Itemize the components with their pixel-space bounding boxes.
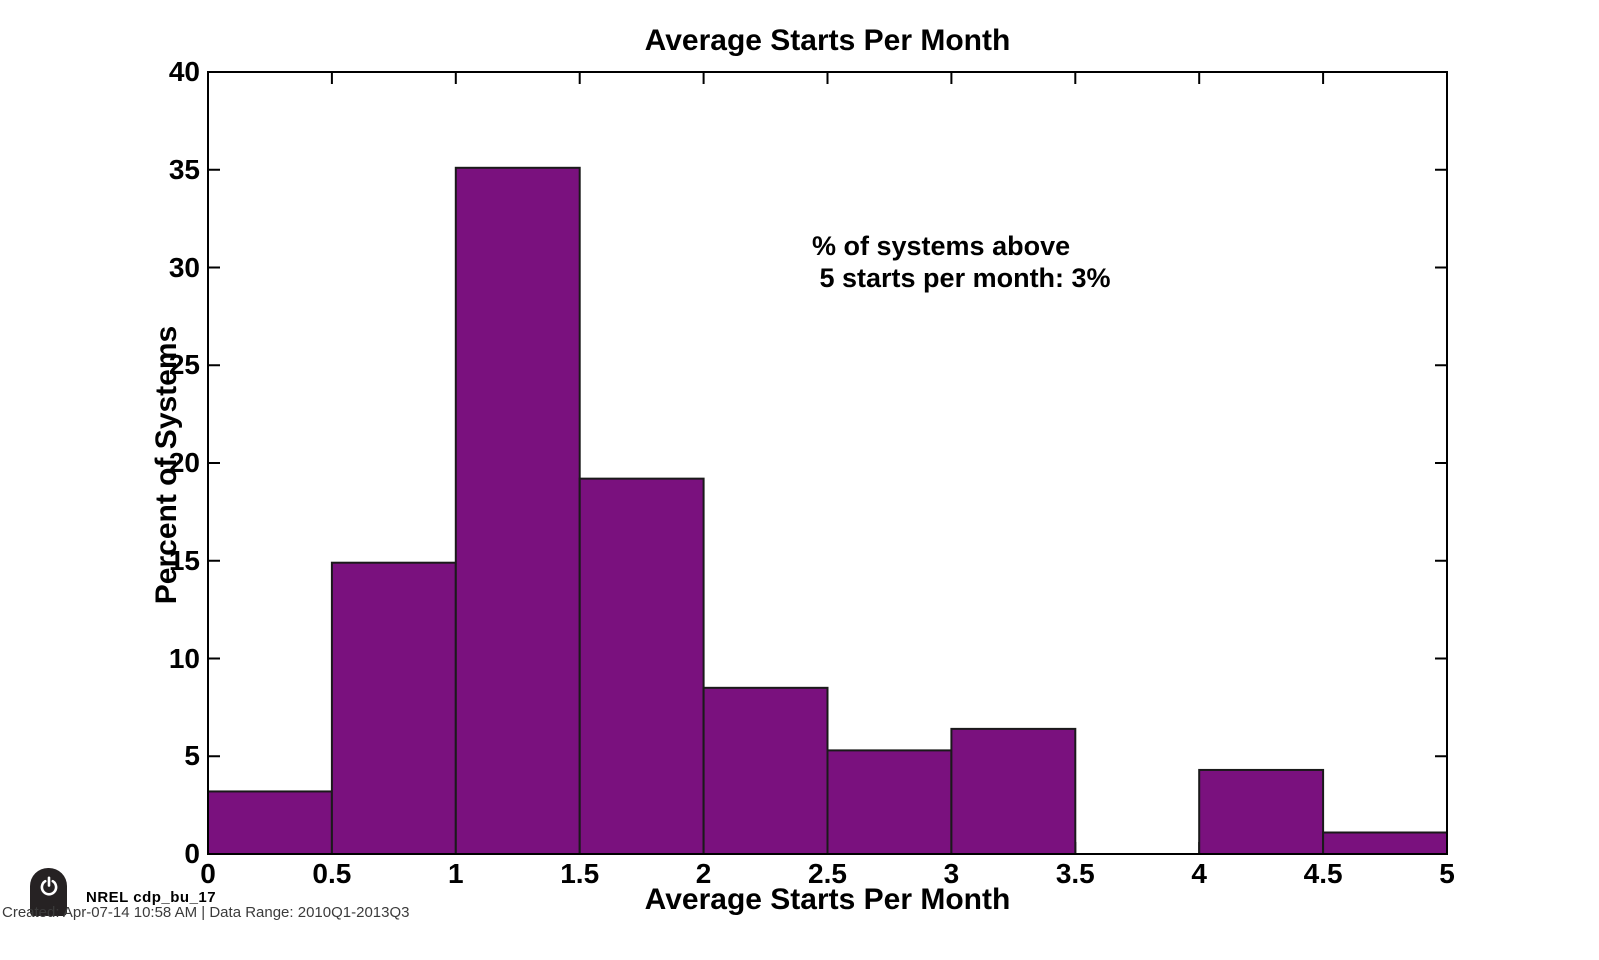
power-icon: [40, 876, 57, 896]
plot-box: [207, 71, 1448, 855]
x-tick-label: 4.5: [1303, 858, 1343, 889]
x-tick-label: 0: [200, 858, 216, 889]
x-tick-label: 3.5: [1055, 858, 1095, 889]
y-tick-label: 5: [184, 740, 200, 772]
annotation-line-2: 5 starts per month: 3%: [812, 263, 1111, 293]
x-tick-label: 4: [1191, 858, 1207, 889]
histogram-bar: [1322, 831, 1448, 855]
x-tick-label: 0.5: [312, 858, 352, 889]
y-tick-label: 10: [168, 642, 200, 674]
annotation-text: % of systems above 5 starts per month: 3…: [812, 230, 1111, 294]
histogram-bar: [207, 790, 333, 856]
y-tick-label: 0: [184, 838, 200, 869]
x-tick-label: 3: [943, 858, 960, 889]
chart-title: Average Starts Per Month: [644, 24, 1011, 57]
y-tick-label: 35: [168, 153, 200, 185]
x-axis-label: Average Starts Per Month: [644, 883, 1011, 916]
x-tick-label: 1.5: [560, 858, 600, 889]
footer-brand-label: NREL cdp_bu_17: [86, 889, 217, 906]
histogram-bar: [1198, 768, 1325, 855]
histogram-bar: [826, 749, 953, 856]
annotation-line-1: % of systems above: [812, 231, 1071, 261]
power-badge: [30, 868, 67, 916]
footer-created-label: Created: Apr-07-14 10:58 AM | Data Range…: [2, 904, 410, 921]
histogram-bar: [454, 166, 581, 856]
x-tick-label: 5: [1439, 858, 1455, 889]
histogram-bar: [950, 727, 1077, 856]
y-tick-label: 40: [168, 56, 200, 87]
y-tick-label: 30: [168, 251, 200, 283]
x-tick-label: 1: [448, 858, 464, 889]
histogram-bar: [702, 686, 829, 856]
histogram-bar: [330, 561, 457, 856]
y-tick-label: 15: [168, 544, 200, 576]
y-tick-label: 25: [168, 349, 200, 381]
y-tick-label: 20: [168, 447, 200, 478]
x-tick-label: 2.5: [808, 858, 847, 889]
x-tick-label: 2: [695, 858, 712, 889]
histogram-bar: [578, 477, 705, 855]
